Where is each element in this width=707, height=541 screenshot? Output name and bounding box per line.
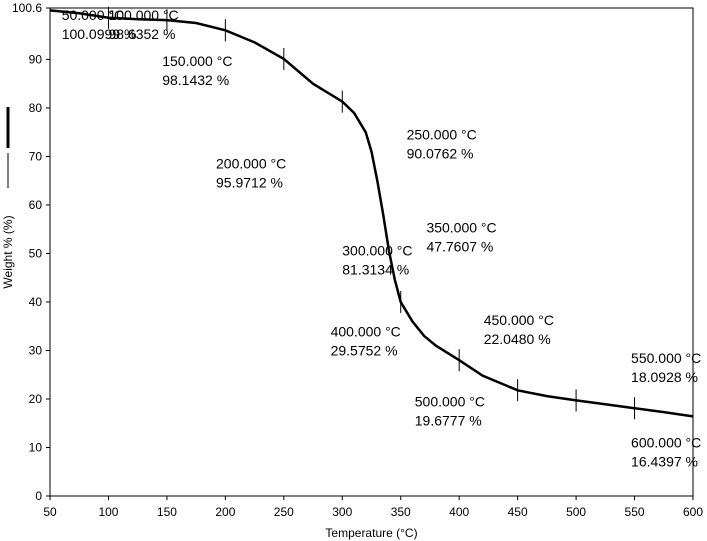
y-tick-label: 10 <box>29 440 43 454</box>
annotation-weight: 47.7607 % <box>426 239 493 255</box>
annotation-temperature: 250.000 °C <box>407 126 477 142</box>
annotation-weight: 95.9712 % <box>216 175 283 191</box>
y-tick-label: 70 <box>29 149 43 163</box>
annotation-temperature: 550.000 °C <box>631 350 701 366</box>
x-tick-label: 250 <box>274 505 294 519</box>
annotation-temperature: 50.000 °C <box>62 7 124 23</box>
x-axis: 50 100 150 200 250 300 350 400 450 500 550 600 <box>43 496 703 519</box>
weight-curve <box>49 9 694 418</box>
annotations: 50.000 °C 100.0999 % 100.000 °C 98.6352 % 15… <box>62 7 702 469</box>
annotation-temperature: 200.000 °C <box>216 156 286 172</box>
y-tick-label: 50 <box>29 246 43 260</box>
y-tick-label: 80 <box>29 101 43 115</box>
y-axis: 0 10 20 30 40 50 60 70 80 90 100.6 <box>12 1 50 503</box>
x-tick-label: 400 <box>449 505 469 519</box>
y-tick-label: 0 <box>35 489 42 503</box>
annotation-weight: 98.6352 % <box>108 26 175 42</box>
x-tick-label: 150 <box>157 505 177 519</box>
y-tick-label: 90 <box>29 52 43 66</box>
x-tick-label: 600 <box>683 505 703 519</box>
y-tick-label: 60 <box>29 198 43 212</box>
annotation-temperature: 500.000 °C <box>415 393 485 409</box>
annotation-temperature: 600.000 °C <box>631 434 701 450</box>
y-tick-label: 100.6 <box>12 1 42 15</box>
x-tick-label: 50 <box>43 505 57 519</box>
annotation-temperature: 300.000 °C <box>342 242 412 258</box>
x-tick-label: 350 <box>391 505 411 519</box>
annotation-weight: 98.1432 % <box>162 72 229 88</box>
annotation-temperature: 150.000 °C <box>162 53 232 69</box>
annotation-weight: 16.4397 % <box>631 453 698 469</box>
plot-frame <box>49 7 694 497</box>
annotation-weight: 19.6777 % <box>415 412 482 428</box>
annotation-weight: 90.0762 % <box>407 145 474 161</box>
y-tick-label: 40 <box>29 295 43 309</box>
x-tick-label: 100 <box>98 505 118 519</box>
annotation-weight: 100.0999 % <box>62 26 137 42</box>
annotation-temperature: 400.000 °C <box>331 323 401 339</box>
annotation-weight: 29.5752 % <box>331 342 398 358</box>
y-tick-label: 30 <box>29 343 43 357</box>
y-tick-label: 20 <box>29 392 43 406</box>
temperature-markers <box>107 6 636 420</box>
x-tick-label: 550 <box>625 505 645 519</box>
x-axis-title: Temperature (°C) <box>325 526 417 540</box>
x-tick-label: 450 <box>508 505 528 519</box>
annotation-weight: 22.0480 % <box>484 331 551 347</box>
annotation-temperature: 100.000 °C <box>108 7 178 23</box>
annotation-weight: 81.3134 % <box>342 261 409 277</box>
y-axis-title: Weight % (%) <box>1 215 15 288</box>
annotation-weight: 18.0928 % <box>631 369 698 385</box>
x-tick-label: 300 <box>332 505 352 519</box>
x-tick-label: 500 <box>566 505 586 519</box>
annotation-temperature: 350.000 °C <box>426 220 496 236</box>
x-tick-label: 200 <box>215 505 235 519</box>
annotation-temperature: 450.000 °C <box>484 312 554 328</box>
